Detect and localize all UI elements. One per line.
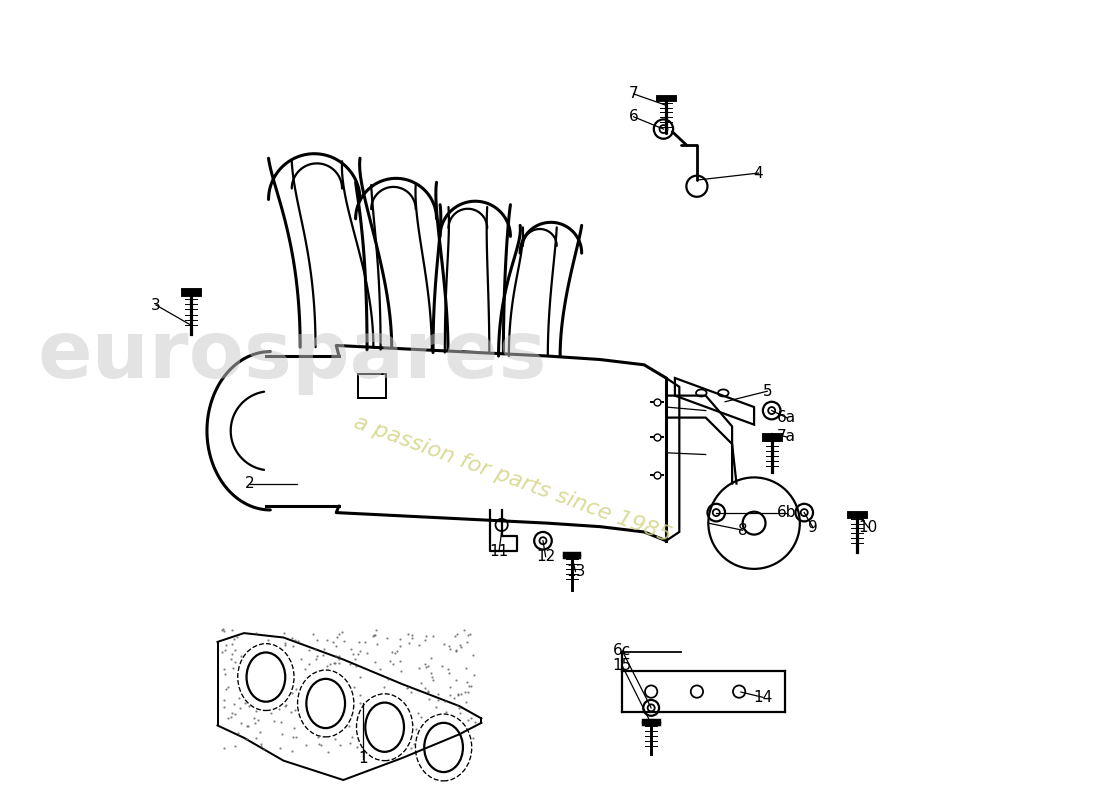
- Text: 12: 12: [536, 549, 556, 564]
- Text: 3: 3: [151, 298, 161, 313]
- Text: 4: 4: [754, 166, 763, 181]
- Text: 6c: 6c: [613, 643, 631, 658]
- Text: 9: 9: [808, 520, 818, 535]
- Text: 5: 5: [762, 384, 772, 398]
- Text: 1: 1: [358, 751, 367, 766]
- Text: 10: 10: [859, 520, 878, 535]
- Text: 6b: 6b: [777, 505, 796, 520]
- Text: 6: 6: [629, 110, 638, 124]
- Text: 15: 15: [613, 658, 631, 673]
- Text: eurospares: eurospares: [37, 317, 547, 395]
- Text: 8: 8: [738, 522, 748, 538]
- Text: 7: 7: [629, 86, 638, 102]
- Text: 6a: 6a: [777, 410, 796, 425]
- Text: 7a: 7a: [777, 430, 796, 445]
- Text: a passion for parts since 1985: a passion for parts since 1985: [351, 412, 673, 546]
- Text: 13: 13: [565, 564, 585, 579]
- Text: 14: 14: [754, 690, 772, 705]
- Bar: [359, 374, 386, 398]
- Text: 2: 2: [245, 476, 255, 491]
- Text: 11: 11: [490, 544, 508, 558]
